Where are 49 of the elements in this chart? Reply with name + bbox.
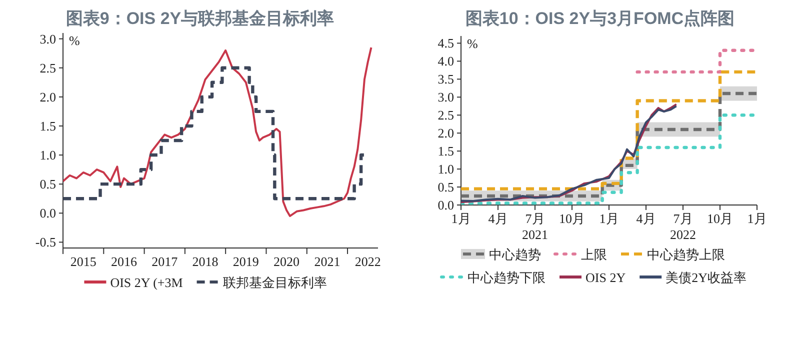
ytick: 3.0 — [40, 31, 56, 46]
ytick: 3.0 — [438, 90, 454, 105]
ytick: 0.5 — [40, 176, 56, 192]
ytick: 0.0 — [438, 198, 454, 212]
xtick: 1月 — [747, 211, 767, 226]
xtick: 2022 — [354, 254, 381, 269]
ytick: -0.5 — [35, 234, 56, 250]
ytick: 2.0 — [40, 89, 56, 104]
ytick: 3.5 — [438, 72, 454, 87]
xtick: 2016 — [110, 254, 137, 269]
xtick: 7月 — [525, 211, 545, 226]
legend-label: 美债2Y收益率 — [666, 270, 746, 285]
legend-label: OIS 2Y (+3M — [110, 275, 184, 290]
ytick: 0.5 — [438, 180, 454, 195]
xtick: 4月 — [488, 211, 508, 226]
title: 图表9：OIS 2Y与联邦基金目标利率 — [66, 9, 334, 28]
xtick: 2020 — [274, 254, 300, 269]
legend-label: 中心趋势下限 — [468, 270, 546, 285]
ylabel: % — [467, 36, 478, 51]
xtick: 2019 — [232, 254, 259, 269]
xtick: 10月 — [707, 211, 733, 226]
xtick: 10月 — [559, 211, 585, 226]
legend-label: 上限 — [581, 247, 607, 262]
ytick: 1.0 — [40, 148, 56, 163]
legend-label: 中心趋势上限 — [647, 247, 725, 262]
xtick: 2018 — [192, 254, 218, 269]
ytick: 4.5 — [438, 36, 454, 51]
legend-label: 联邦基金目标利率 — [222, 275, 327, 290]
ytick: 2.5 — [40, 60, 56, 76]
xtick: 1月 — [451, 211, 471, 226]
ytick: 1.0 — [438, 162, 454, 177]
legend-label: OIS 2Y — [586, 270, 626, 285]
ytick: 1.5 — [40, 118, 56, 134]
ylabel: % — [69, 33, 80, 48]
ytick: 2.0 — [438, 126, 454, 141]
title: 图表10：OIS 2Y与3月FOMC点阵图 — [465, 9, 735, 28]
xtick: 2017 — [152, 254, 178, 269]
xtick: 4月 — [636, 211, 656, 226]
ytick: 2.5 — [438, 108, 454, 123]
annotation: 2022 — [670, 227, 696, 242]
xtick: 2021 — [314, 254, 340, 269]
ytick: 4.0 — [438, 54, 454, 69]
annotation: 2021 — [522, 227, 548, 242]
xtick: 7月 — [673, 211, 693, 226]
legend-label: 中心趋势 — [489, 247, 541, 262]
xtick: 1月 — [599, 211, 619, 226]
xtick: 2015 — [70, 254, 96, 269]
ytick: 1.5 — [438, 144, 454, 159]
ytick: 0.0 — [40, 206, 56, 221]
